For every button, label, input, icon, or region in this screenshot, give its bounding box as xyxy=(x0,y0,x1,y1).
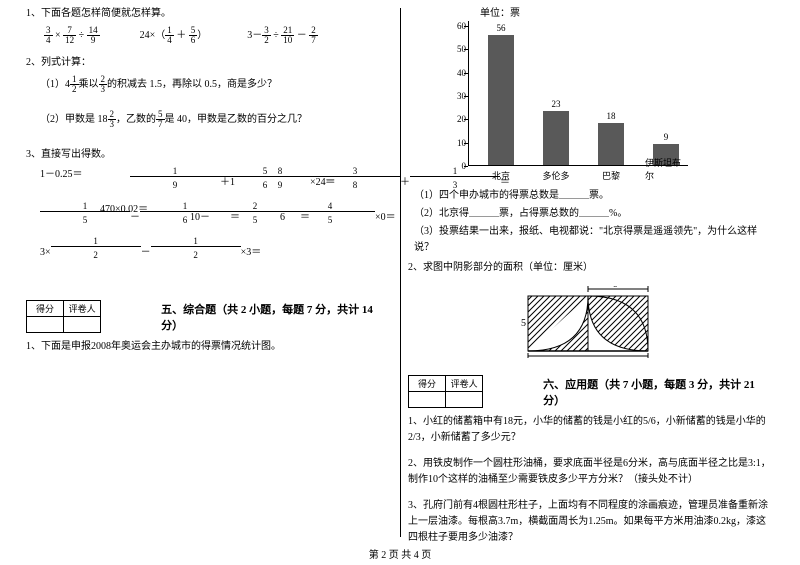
q3-num: 3、 xyxy=(26,149,41,160)
chart-q2: （2）北京得＿＿＿票，占得票总数的＿＿＿%。 xyxy=(414,206,774,222)
left-column: 1、下面各题怎样简便就怎样算。 34 × 712 ÷ 149 24×（14 ＋ … xyxy=(18,6,400,540)
q5-1: 1、下面是申报2008年奥运会主办城市的得票情况统计图。 xyxy=(26,339,392,355)
q2-sub1: （1）412乘以23的积减去 1.5，再除以 0.5，商是多少？ xyxy=(40,75,392,94)
right-column: 单位：票 010203040506056北京23多伦多18巴黎9伊斯坦布尔 （1… xyxy=(400,6,782,540)
score-table-5: 得分评卷人 xyxy=(26,300,101,333)
q3-r9: 3×12－12×3＝ xyxy=(40,237,170,268)
page-footer: 第 2 页 共 4 页 xyxy=(0,546,800,561)
score-box-6: 得分评卷人 六、应用题（共 7 小题，每题 3 分，共计 21 分） xyxy=(408,375,774,408)
barval-3: 9 xyxy=(664,132,669,142)
q1-expr3: 3－32 ÷ 2110 － 27 xyxy=(247,26,318,45)
chart-q1: （1）四个申办城市的得票总数是＿＿＿票。 xyxy=(414,188,774,204)
barval-2: 18 xyxy=(607,111,616,121)
score6-c2: 评卷人 xyxy=(446,376,483,392)
q2: 2、列式计算： （1）412乘以23的积减去 1.5，再除以 0.5，商是多少？… xyxy=(26,55,392,129)
barlabel-2: 巴黎 xyxy=(602,169,620,182)
barval-1: 23 xyxy=(552,99,561,109)
q3-r4: 38＋13＝ xyxy=(310,167,380,198)
q1-num: 1、 xyxy=(26,8,41,19)
score-box-5: 得分评卷人 五、综合题（共 2 小题，每题 7 分，共计 14 分） xyxy=(26,300,392,333)
q3-r6: 470×0.02＝ xyxy=(100,202,190,233)
q1-text: 下面各题怎样简便就怎样算。 xyxy=(41,8,171,19)
barlabel-1: 多伦多 xyxy=(542,169,569,182)
bar-1 xyxy=(543,111,569,165)
shaded-figure: 6 5 10 xyxy=(518,286,774,361)
y-axis xyxy=(468,21,469,166)
fig-left: 5 xyxy=(521,318,526,329)
bar-0 xyxy=(488,35,514,165)
q1: 1、下面各题怎样简便就怎样算。 34 × 712 ÷ 149 24×（14 ＋ … xyxy=(26,6,392,45)
section6-title: 六、应用题（共 7 小题，每题 3 分，共计 21 分） xyxy=(543,376,774,408)
section5-title: 五、综合题（共 2 小题，每题 7 分，共计 14 分） xyxy=(161,301,392,333)
q3-grid: 1－0.25＝ 19＋189＝ 56×24＝ 38＋13＝ 15－16＝ 470… xyxy=(40,167,392,272)
bar-2 xyxy=(598,123,624,165)
q3-r7: 10－25＝ xyxy=(190,202,280,233)
score6-c1: 得分 xyxy=(409,376,446,392)
q3-r5: 15－16＝ xyxy=(40,202,100,233)
q2-text: 列式计算： xyxy=(41,57,91,68)
barval-0: 56 xyxy=(497,23,506,33)
q1-expr1: 34 × 712 ÷ 149 xyxy=(44,26,100,45)
q3-r8: 645×0＝ xyxy=(280,202,370,233)
q1-expr2: 24×（14 ＋ 56） xyxy=(140,26,208,45)
q3-text: 直接写出得数。 xyxy=(41,149,111,160)
score-c1: 得分 xyxy=(27,301,64,317)
a1: 1、小红的储蓄箱中有18元，小华的储蓄的钱是小红的5/6，小新储蓄的钱是小华的2… xyxy=(408,414,774,446)
chart-unit: 单位：票 xyxy=(480,4,520,19)
q2-sub2: （2）甲数是 1823，乙数的57是 40，甲数是乙数的百分之几？ xyxy=(40,110,392,129)
score-table-6: 得分评卷人 xyxy=(408,375,483,408)
q1-expressions: 34 × 712 ÷ 149 24×（14 ＋ 56） 3－32 ÷ 2110 … xyxy=(44,26,392,45)
q3: 3、直接写出得数。 1－0.25＝ 19＋189＝ 56×24＝ 38＋13＝ … xyxy=(26,147,392,272)
q3-r2: 19＋189＝ xyxy=(130,167,220,198)
r-q2: 2、求图中阴影部分的面积（单位：厘米） xyxy=(408,260,774,276)
fig-top: 6 xyxy=(613,286,618,290)
barlabel-3: 伊斯坦布尔 xyxy=(645,156,687,182)
score-c2: 评卷人 xyxy=(64,301,101,317)
a3: 3、孔府门前有4根圆柱形柱子，上面均有不同程度的涂画痕迹，管理员准备重新涂上一层… xyxy=(408,498,774,546)
fig-bottom: 10 xyxy=(581,357,591,358)
shaded-svg: 6 5 10 xyxy=(518,286,658,358)
q3-r1: 1－0.25＝ xyxy=(40,167,130,198)
chart-q3: （3）投票结果一出来，报纸、电视都说："北京得票是遥遥领先"，为什么这样说？ xyxy=(414,224,774,256)
barlabel-0: 北京 xyxy=(492,169,510,182)
q3-r3: 56×24＝ xyxy=(220,167,310,198)
a2: 2、用铁皮制作一个圆柱形油桶，要求底面半径是6分米，高与底面半径之比是3:1，制… xyxy=(408,456,774,488)
q2-num: 2、 xyxy=(26,57,41,68)
bar-chart: 单位：票 010203040506056北京23多伦多18巴黎9伊斯坦布尔 xyxy=(448,6,708,186)
